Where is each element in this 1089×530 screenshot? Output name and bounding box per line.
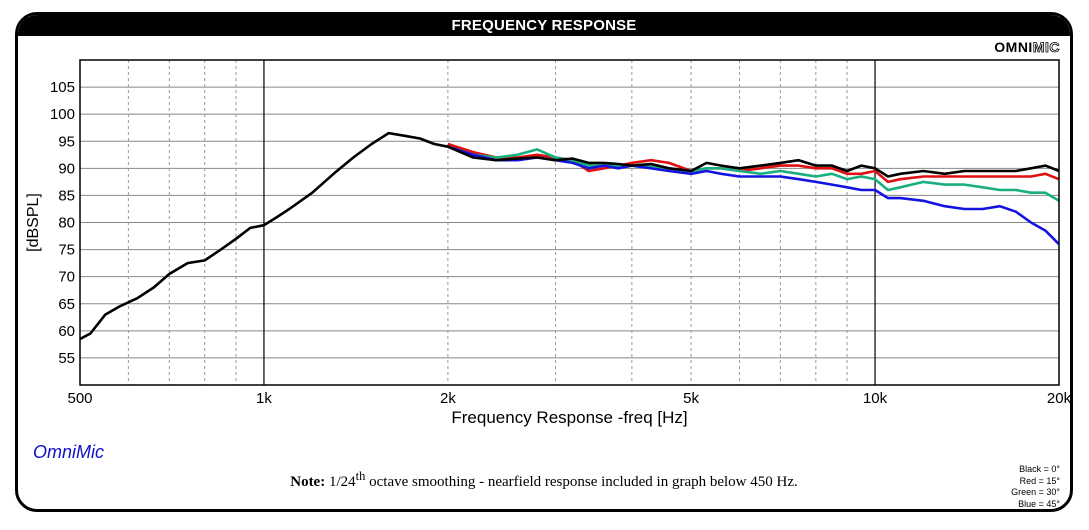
y-tick-label-65: 65 [58,296,75,313]
omnimic-logo: OMNIMIC [994,39,1060,56]
series-line-blue [447,145,1060,246]
x-tick-label-1k: 1k [256,390,272,407]
legend-entry-green: Green = 30° [1011,487,1060,497]
x-tick-label-2k: 2k [440,390,456,407]
smoothing-note: Note: 1/24th octave smoothing - nearfiel… [18,469,1070,491]
chart-title: FREQUENCY RESPONSE [18,15,1070,36]
note-pre: 1/24 [328,474,356,490]
legend-entry-red: Red = 15° [1019,475,1060,486]
logo-bold-text: OMNI [994,39,1033,55]
y-tick-label-60: 60 [58,323,75,340]
y-tick-label-70: 70 [58,269,75,286]
y-tick-label-85: 85 [58,187,75,204]
angle-legend: Black = 0° Red = 15° Green = 30° Blue = … [1011,464,1060,509]
series-line-black [79,131,1060,341]
y-tick-label-105: 105 [50,79,75,96]
legend-entry-black: Black = 0° [1019,464,1060,474]
x-tick-label-500: 500 [67,390,92,407]
note-post: octave smoothing - nearfield response in… [369,474,798,490]
x-tick-label-10k: 10k [863,390,888,407]
y-tick-label-80: 80 [58,215,75,232]
y-tick-label-100: 100 [50,106,75,123]
y-tick-label-95: 95 [58,133,75,150]
series-lines [79,131,1060,341]
legend-entry-blue: Blue = 45° [1018,498,1060,509]
x-tick-label-5k: 5k [683,390,699,407]
grid-lines [80,60,1060,385]
y-tick-label-55: 55 [58,350,75,367]
x-axis-label: Frequency Response -freq [Hz] [451,408,687,427]
brand-label: OmniMic [33,442,104,462]
note-sup: th [355,469,366,483]
tick-labels: 55 60 65 70 75 80 85 90 95 100 105 500 1k 2k 5k 10k 20k [50,79,1072,407]
logo-outline-text: MIC [1032,39,1060,56]
y-axis-label: [dBSPL] [25,193,42,252]
note-label: Note: [290,474,326,490]
x-tick-label-20k: 20k [1047,390,1072,407]
y-tick-label-75: 75 [58,242,75,259]
plot-border [79,59,1060,386]
y-tick-label-90: 90 [58,160,75,177]
